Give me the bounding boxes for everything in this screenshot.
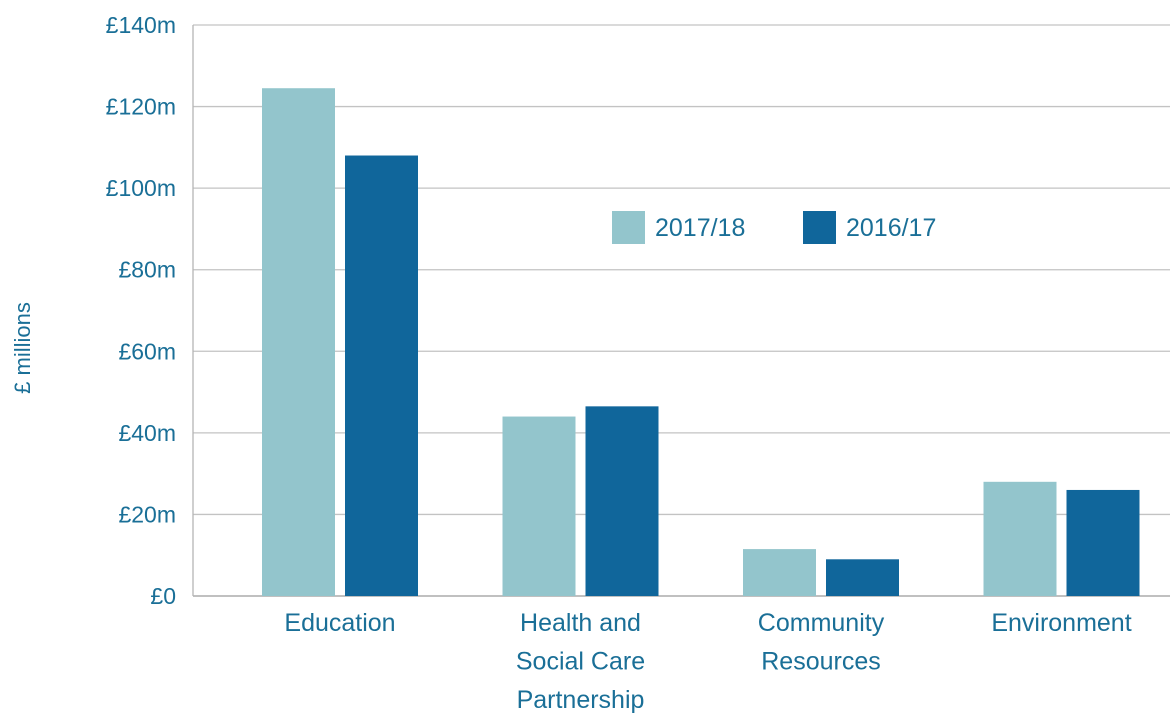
y-tick-label: £20m: [118, 501, 176, 527]
y-tick-label: £120m: [106, 94, 176, 120]
x-tick-label: Environment: [991, 609, 1131, 637]
bar-series2: [1066, 489, 1140, 596]
bar-series1: [983, 481, 1057, 596]
y-axis-title: £ millions: [10, 302, 35, 394]
bar-series2: [826, 559, 899, 596]
y-tick-label: £140m: [106, 12, 176, 38]
bar-series2: [345, 155, 418, 596]
y-tick-label: £40m: [118, 420, 176, 446]
x-tick-label: Health and Social Care Partnership: [516, 609, 645, 713]
x-tick-label: Community Resources: [758, 609, 885, 676]
legend-swatch: [612, 211, 645, 244]
bar-series1: [743, 549, 816, 596]
legend-swatch: [803, 211, 836, 244]
bar-series1: [502, 416, 576, 596]
y-tick-label: £80m: [118, 257, 176, 283]
y-tick-label: £100m: [106, 175, 176, 201]
y-tick-label: £0: [150, 583, 176, 609]
legend-label: 2017/18: [655, 214, 745, 242]
y-tick-label: £60m: [118, 338, 176, 364]
bar-series1: [262, 88, 335, 596]
bar-series2: [585, 406, 659, 596]
x-tick-label: Education: [284, 609, 395, 637]
legend-label: 2016/17: [846, 214, 936, 242]
